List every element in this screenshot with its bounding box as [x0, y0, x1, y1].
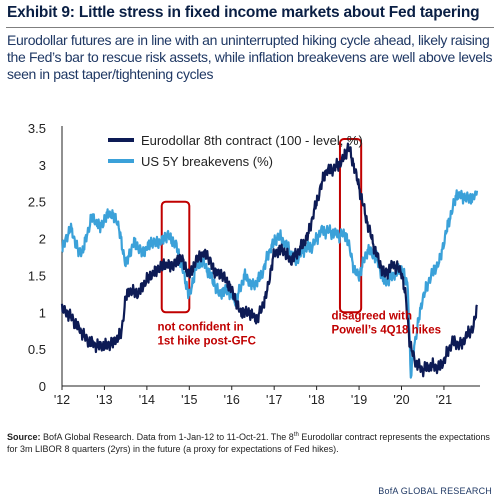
annotation-1-line: 1st hike post-GFC	[157, 336, 255, 348]
y-tick-label: 2	[39, 232, 46, 247]
title-divider	[6, 27, 494, 28]
x-tick-label: '18	[308, 393, 324, 407]
x-tick-label: '21	[436, 393, 452, 407]
source-superscript: th	[293, 432, 299, 438]
y-tick-label: 3	[39, 158, 46, 173]
series-line-eurodollar	[60, 142, 479, 378]
highlight-boxes	[160, 138, 363, 314]
x-tick-label: '13	[96, 393, 112, 407]
annotation-1-line: not confident in	[157, 322, 243, 334]
source-note: Source: BofA Global Research. Data from …	[7, 429, 493, 455]
y-tick-label: 1.5	[28, 268, 46, 283]
y-tick-label: 3.5	[28, 121, 46, 136]
x-tick-label: '19	[351, 393, 367, 407]
series-lines	[60, 142, 479, 379]
line-chart: 0 0.5 1 1.5 2 2.5 3 3.5 '12 '13 '14 '15 '16 '17 '18 '19…	[28, 121, 480, 407]
x-tick-label: '16	[224, 393, 240, 407]
y-tick-label: 0	[39, 379, 46, 394]
legend-label: Eurodollar 8th contract (100 - level, %)	[141, 133, 363, 148]
annotation-2-line: disagreed with	[331, 311, 412, 323]
axes: 0 0.5 1 1.5 2 2.5 3 3.5 '12 '13 '14 '15 '16 '17 '18 '19…	[28, 121, 480, 407]
brand-footer: BofA GLOBAL RESEARCH	[378, 486, 492, 496]
x-tick-label: '17	[266, 393, 282, 407]
annotations: not confident in 1st hike post-GFC disagre…	[157, 311, 441, 348]
x-tick-label: '15	[181, 393, 197, 407]
chart-subtitle: Eurodollar futures are in line with an u…	[7, 32, 493, 82]
legend: Eurodollar 8th contract (100 - level, %)…	[108, 133, 363, 169]
y-tick-label: 0.5	[28, 342, 46, 357]
source-label: Source:	[7, 432, 41, 442]
source-text-a: BofA Global Research. Data from 1-Jan-12…	[40, 432, 294, 442]
legend-label: US 5Y breakevens (%)	[141, 154, 273, 169]
annotation-2-line: Powell’s 4Q18 hikes	[331, 325, 441, 337]
source-text-b: Eurodollar contract represents the expec…	[7, 432, 490, 454]
highlight-box-1	[160, 200, 191, 314]
highlight-box-2	[338, 138, 363, 314]
y-tick-label: 2.5	[28, 195, 46, 210]
y-tick-label: 1	[39, 305, 46, 320]
series-line-breakevens	[61, 189, 479, 379]
x-tick-label: '12	[54, 393, 70, 407]
x-tick-label: '20	[393, 393, 409, 407]
x-tick-label: '14	[139, 393, 155, 407]
chart-title: Exhibit 9: Little stress in fixed income…	[7, 4, 480, 21]
